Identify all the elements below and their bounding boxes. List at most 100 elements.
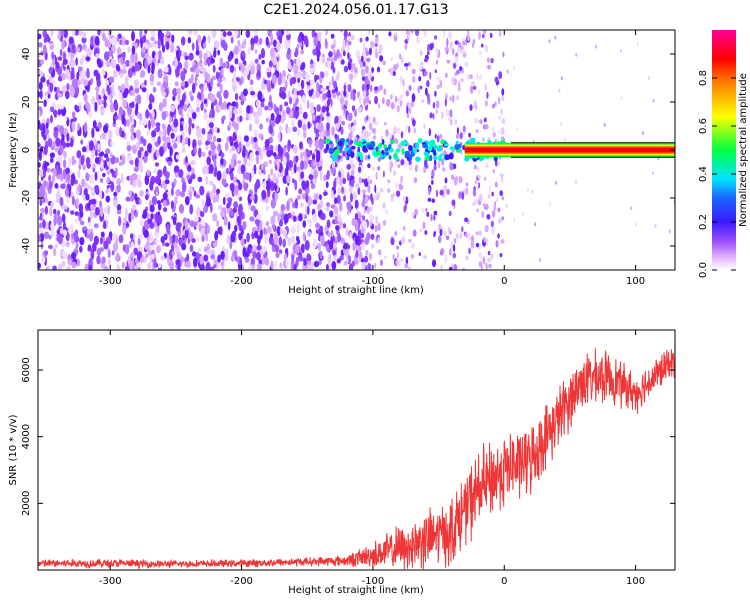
noise-blob [412,75,416,84]
noise-blob [460,48,466,55]
noise-blob [277,213,281,223]
noise-blob [485,162,489,169]
noise-blob [249,216,255,222]
noise-blob [522,211,525,216]
noise-blob [445,108,450,117]
noise-blob [398,183,403,191]
noise-blob [131,65,136,73]
noise-blob [240,63,246,73]
noise-blob [440,264,443,270]
noise-blob [348,73,354,80]
noise-blob [292,126,298,133]
noise-blob [48,234,52,240]
noise-blob [343,30,348,38]
noise-blob [71,121,76,132]
noise-blob [366,115,369,121]
noise-blob [170,112,174,118]
noise-blob [175,154,180,160]
noise-blob [301,118,306,125]
noise-blob [92,120,97,129]
noise-blob [238,141,242,149]
noise-blob [491,127,495,132]
noise-blob [171,34,175,44]
noise-blob [134,192,138,201]
noise-blob [100,151,105,157]
noise-blob [389,133,392,140]
noise-blob [282,229,286,237]
noise-blob [63,204,68,210]
noise-blob [342,39,346,50]
noise-blob [49,106,55,113]
noise-blob [355,183,360,189]
noise-blob [255,99,260,107]
noise-blob [189,66,196,73]
noise-blob [136,251,143,259]
y-tick-label: 40 [21,48,32,61]
noise-blob [63,30,68,39]
noise-blob [374,262,377,269]
noise-blob [358,176,362,184]
noise-blob [434,133,437,139]
noise-blob [96,255,101,265]
noise-blob [61,72,66,81]
noise-blob [172,95,176,102]
signal-blob [440,139,445,145]
noise-blob [299,256,304,262]
noise-blob [502,51,505,58]
noise-blob [96,57,101,66]
noise-blob [105,165,109,170]
signal-blob [328,147,335,155]
noise-blob [38,81,43,91]
signal-blob [390,139,396,144]
colorbar-tick-label: 0.4 [698,166,709,182]
noise-blob [110,140,113,147]
noise-blob [40,76,46,83]
noise-blob [94,36,100,46]
noise-blob [482,256,486,265]
noise-blob [166,173,170,179]
noise-blob [286,200,290,212]
noise-blob [479,252,483,259]
noise-blob [247,46,252,55]
signal-blob [388,143,392,150]
noise-blob [405,90,410,97]
noise-blob [410,242,415,250]
noise-blob [108,129,113,140]
noise-blob [381,97,385,105]
noise-blob [71,78,77,88]
noise-blob [476,208,479,213]
noise-blob [82,43,86,51]
noise-blob [382,60,386,66]
noise-blob [85,144,89,153]
noise-blob [149,73,155,82]
noise-blob [205,233,209,242]
noise-blob [278,236,282,247]
noise-blob [322,130,327,138]
noise-blob [377,237,380,244]
noise-blob [247,205,251,211]
noise-blob [79,245,83,253]
noise-blob [202,221,206,228]
noise-blob [90,78,94,84]
noise-blob [454,118,458,125]
noise-blob [289,96,293,105]
noise-blob [456,47,461,54]
noise-blob [216,170,222,181]
noise-blob [444,254,448,263]
noise-blob [246,105,251,114]
noise-blob [184,123,188,134]
noise-blob [472,38,476,44]
noise-blob [129,195,135,202]
signal-blob [350,145,356,150]
noise-blob [340,30,343,33]
noise-blob [115,167,118,178]
noise-blob [116,209,122,215]
noise-blob [135,102,139,112]
noise-blob [400,175,403,184]
noise-blob [342,50,346,57]
noise-blob [491,209,496,218]
noise-blob [54,243,58,249]
noise-blob [253,136,258,143]
noise-blob [360,258,365,263]
noise-blob [515,126,518,131]
